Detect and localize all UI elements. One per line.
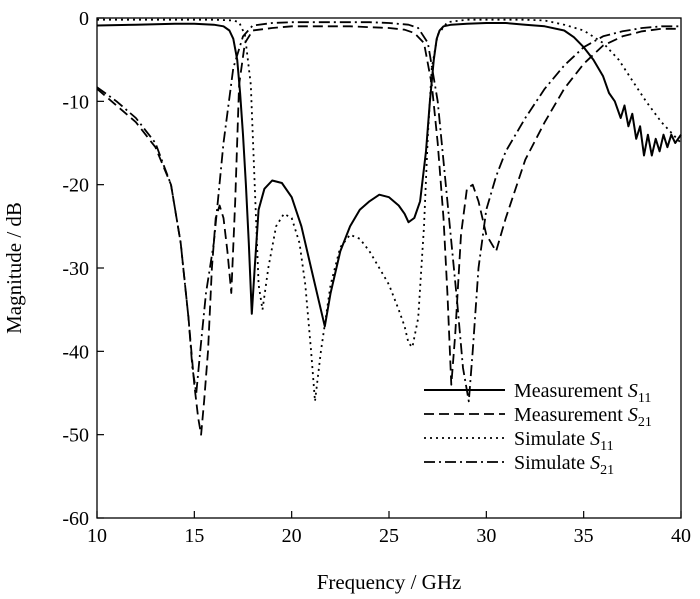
x-tick-label: 40 bbox=[671, 525, 691, 547]
legend-item-measurement-s11: Measurement S11 bbox=[424, 380, 651, 406]
legend-label: Simulate S21 bbox=[514, 452, 614, 478]
series-measurement-s21 bbox=[96, 25, 681, 436]
y-tick-label: -50 bbox=[62, 425, 89, 447]
legend-label: Simulate S11 bbox=[514, 428, 614, 454]
x-tick-label: 15 bbox=[184, 525, 204, 547]
x-tick-label: 35 bbox=[574, 525, 594, 547]
y-tick-label: -40 bbox=[62, 341, 89, 363]
axes: 10 15 20 25 30 35 40 0 -10 -20 -30 -40 -50 -60 bbox=[62, 8, 691, 547]
y-tick-label: -60 bbox=[62, 508, 89, 530]
series-measurement-s11 bbox=[96, 22, 682, 328]
series-simulate-s21 bbox=[96, 21, 681, 403]
y-tick-label: -20 bbox=[62, 175, 89, 197]
y-tick-label: 0 bbox=[79, 8, 89, 30]
x-tick-label: 30 bbox=[476, 525, 496, 547]
x-tick-label: 20 bbox=[282, 525, 302, 547]
legend-label: Measurement S11 bbox=[514, 380, 651, 406]
y-tick-label: -30 bbox=[62, 258, 89, 280]
series-simulate-s11 bbox=[97, 18, 682, 403]
x-axis-label: Frequency / GHz bbox=[317, 570, 462, 594]
x-tick-label: 25 bbox=[379, 525, 399, 547]
plot-area bbox=[96, 18, 682, 436]
legend-item-simulate-s11: Simulate S11 bbox=[424, 428, 614, 454]
legend-item-measurement-s21: Measurement S21 bbox=[424, 404, 652, 430]
legend-label: Measurement S21 bbox=[514, 404, 652, 430]
x-tick-label: 10 bbox=[87, 525, 107, 547]
y-tick-label: -10 bbox=[62, 91, 89, 113]
y-axis-label: Magnitude / dB bbox=[2, 202, 26, 334]
legend-item-simulate-s21: Simulate S21 bbox=[424, 452, 614, 478]
